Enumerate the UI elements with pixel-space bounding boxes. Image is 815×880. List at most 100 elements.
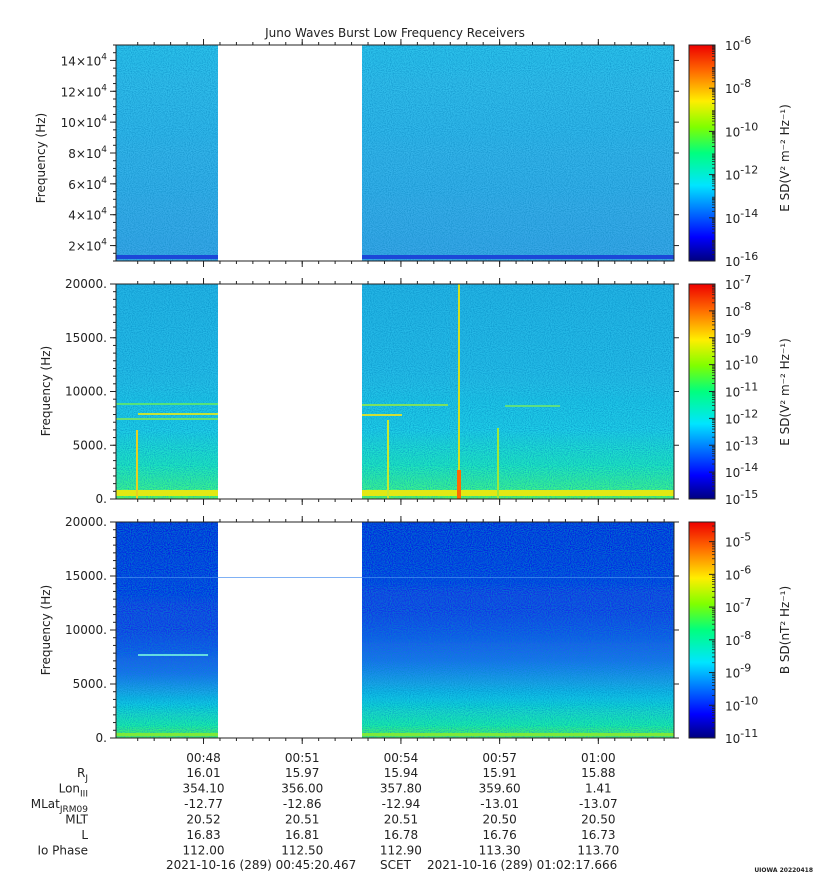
colorbar-tick-label: 10-10 (725, 120, 758, 139)
panel-1: 2×104 4×104 6×104 8×104 10×104 12×104 14×104 F… (34, 39, 679, 267)
ephemeris-value: 16.83 (186, 828, 220, 842)
colorbar-tick-label: 10-15 (725, 488, 758, 507)
emission-spike (457, 470, 461, 499)
credit-label: UIOWA 20220418 (754, 867, 813, 874)
colorbar-tick-label: 10-13 (725, 434, 758, 453)
colorbar-tick-label: 10-9 (725, 327, 751, 346)
colorbar-1-label: E SD(V² m⁻² Hz⁻¹) (778, 104, 792, 212)
x-tick-labels: 00:48 00:51 00:54 00:57 01:00 (186, 751, 615, 765)
y-tick-label: 2×104 (68, 238, 107, 254)
panel-2: 0. 5000. 10000. 15000. 20000. Frequency (Hz) (39, 277, 679, 506)
colorbar-tick-label: 10-8 (725, 300, 751, 319)
emission-line (362, 404, 448, 406)
y-tick-label: 20000. (65, 277, 107, 291)
panel-2-x-ticks (137, 278, 665, 505)
colorbar-3-gradient (688, 521, 716, 739)
emission-line (138, 413, 218, 415)
ephemeris-value: 15.97 (285, 766, 319, 780)
x-tick-label: 00:51 (285, 751, 320, 765)
emission-line (138, 654, 208, 656)
x-tick-label: 00:48 (186, 751, 221, 765)
ephemeris-row-label: MLT (65, 813, 88, 827)
panel-1-segment-a (116, 45, 218, 261)
ephemeris-value: 359.60 (479, 782, 521, 796)
colorbar-3-ticks: 10-5 10-6 10-7 10-8 10-9 10-10 10-11 (709, 525, 758, 746)
ephemeris-row-label: RJ (77, 766, 88, 784)
colorbar-tick-label: 10-11 (725, 381, 758, 400)
colorbar-tick-label: 10-5 (725, 531, 751, 550)
panel-2-ylabel: Frequency (Hz) (39, 346, 53, 437)
y-tick-label: 15000. (65, 331, 107, 345)
ephemeris-value: 16.78 (384, 828, 418, 842)
emission-spike (136, 430, 138, 499)
emission-line (116, 577, 674, 578)
y-tick-label: 12×104 (61, 83, 108, 99)
ephemeris-value: 20.50 (482, 813, 516, 827)
colorbar-tick-label: 10-14 (725, 461, 758, 480)
ephemeris-value: -13.07 (579, 797, 618, 811)
time-range-scet: SCET (380, 858, 412, 872)
chart-title: Juno Waves Burst Low Frequency Receivers (264, 26, 525, 40)
colorbar-tick-label: 10-6 (725, 563, 751, 582)
y-tick-label: 6×104 (68, 176, 107, 192)
y-tick-label: 10000. (65, 385, 107, 399)
ephemeris-value: 1.41 (585, 782, 612, 796)
panel-2-segment-a (116, 284, 218, 499)
colorbar-tick-label: 10-7 (725, 273, 751, 292)
colorbar-2-ticks: 10-7 10-8 10-9 10-10 10-11 10-12 10-13 10-14 10-… (709, 273, 758, 507)
colorbar-tick-label: 10-10 (725, 694, 758, 713)
panel-1-segment-b (362, 45, 674, 261)
colorbar-tick-label: 10-7 (725, 596, 751, 615)
panel-1-ylabel: Frequency (Hz) (34, 113, 48, 204)
ephemeris-value: -12.86 (283, 797, 322, 811)
ephemeris-value: -13.01 (480, 797, 519, 811)
panel-2-data (116, 284, 674, 499)
panel-3: 0. 5000. 10000. 15000. 20000. Frequency (Hz) (39, 515, 679, 745)
colorbar-tick-label: 10-8 (725, 629, 751, 648)
x-tick-label: 00:54 (384, 751, 419, 765)
ephemeris-value: 112.90 (380, 844, 422, 858)
ephemeris-value: 16.73 (581, 828, 615, 842)
emission-line (362, 490, 674, 496)
y-tick-label: 5000. (73, 438, 107, 452)
ephemeris-value: 15.91 (482, 766, 516, 780)
colorbar-3: 10-5 10-6 10-7 10-8 10-9 10-10 10-11 B SD(nT² … (688, 521, 792, 746)
emission-line (362, 733, 674, 736)
panel-3-ylabel: Frequency (Hz) (39, 585, 53, 676)
colorbar-tick-label: 10-12 (725, 407, 758, 426)
colorbar-tick-label: 10-16 (725, 250, 758, 269)
colorbar-tick-label: 10-12 (725, 164, 758, 183)
panel-1-band-a (116, 255, 218, 259)
x-tick-label: 01:00 (581, 751, 616, 765)
ephemeris-row-label: Io Phase (37, 844, 88, 858)
emission-line (116, 403, 218, 405)
ephemeris-value: 354.10 (183, 782, 225, 796)
emission-spike (497, 428, 499, 499)
colorbar-3-label: B SD(nT² Hz⁻¹) (778, 586, 792, 674)
ephemeris-value: 15.88 (581, 766, 615, 780)
panel-3-segment-b (362, 522, 674, 738)
panel-2-y-ticks: 0. 5000. 10000. 15000. 20000. (65, 277, 679, 506)
ephemeris-value: 113.30 (479, 844, 521, 858)
panel-1-band-b (362, 255, 674, 259)
emission-line (505, 405, 560, 407)
colorbar-1-gradient (688, 44, 716, 262)
emission-line (362, 414, 402, 416)
panel-3-segment-a (116, 522, 218, 738)
ephemeris-value: 112.00 (183, 844, 225, 858)
emission-spike (387, 420, 389, 499)
time-range-start: 2021-10-16 (289) 00:45:20.467 (166, 858, 356, 872)
emission-spike (458, 284, 460, 499)
colorbar-tick-label: 10-10 (725, 354, 758, 373)
y-tick-label: 10×104 (61, 114, 108, 130)
y-tick-label: 4×104 (68, 207, 107, 223)
ephemeris-value: 16.81 (285, 828, 319, 842)
time-range-end: 2021-10-16 (289) 01:02:17.666 (427, 858, 617, 872)
panel-2-emission-lines (116, 284, 674, 499)
panel-1-data (116, 45, 674, 261)
ephemeris-value: 20.51 (384, 813, 418, 827)
panel-2-segment-b (362, 284, 674, 499)
colorbar-tick-label: 10-14 (725, 207, 758, 226)
emission-line (116, 490, 218, 496)
